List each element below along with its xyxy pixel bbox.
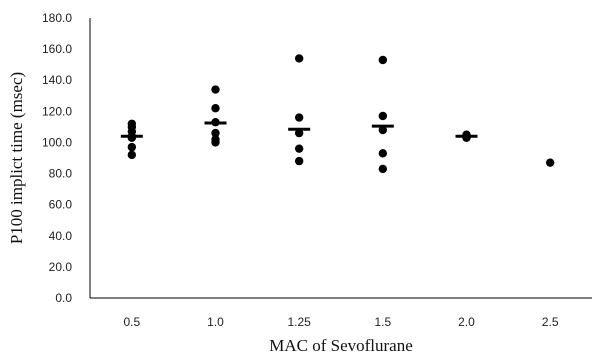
y-tick-label: 60.0	[49, 198, 73, 212]
data-point	[294, 144, 304, 153]
x-tick-label: 2.0	[458, 315, 475, 329]
y-tick-label: 180.0	[42, 11, 72, 25]
y-tick-label: 100.0	[42, 135, 72, 149]
data-point	[211, 138, 220, 147]
x-tick-label: 0.5	[123, 315, 140, 329]
data-point	[127, 150, 137, 160]
data-point	[211, 128, 220, 138]
y-tick-label: 80.0	[49, 167, 73, 181]
x-tick-label: 1.0	[207, 315, 224, 329]
data-point	[378, 55, 388, 65]
data-point	[378, 149, 388, 158]
data-point	[378, 164, 388, 174]
y-tick-label: 40.0	[49, 229, 73, 243]
x-tick-labels: 0.5 1.0 1.25 1.5 2.0 2.5	[123, 315, 558, 329]
data-point	[545, 158, 555, 167]
y-tick-label: 0.0	[55, 291, 72, 305]
data-point	[294, 156, 304, 166]
data-point	[127, 142, 137, 152]
data-point	[294, 128, 304, 138]
data-point	[211, 85, 220, 94]
y-tick-label: 20.0	[49, 260, 73, 274]
data-point	[378, 111, 388, 121]
y-tick-label: 120.0	[42, 104, 72, 118]
y-tick-label: 140.0	[42, 73, 72, 87]
x-tick-label: 1.5	[374, 315, 391, 329]
data-point	[294, 54, 304, 63]
y-tick-label: 160.0	[42, 42, 72, 56]
data-point	[294, 113, 304, 122]
data-marks	[120, 54, 555, 174]
x-tick-label: 1.25	[287, 315, 311, 329]
data-point	[211, 104, 220, 113]
x-axis-title: MAC of Sevoflurane	[269, 336, 413, 355]
y-tick-labels: 0.0 20.0 40.0 60.0 80.0 100.0 120.0 140.0 160.0 1…	[42, 11, 72, 305]
x-tick-label: 2.5	[542, 315, 559, 329]
y-axis-title: P100 implict time (msec)	[7, 72, 26, 244]
data-point	[378, 125, 388, 135]
